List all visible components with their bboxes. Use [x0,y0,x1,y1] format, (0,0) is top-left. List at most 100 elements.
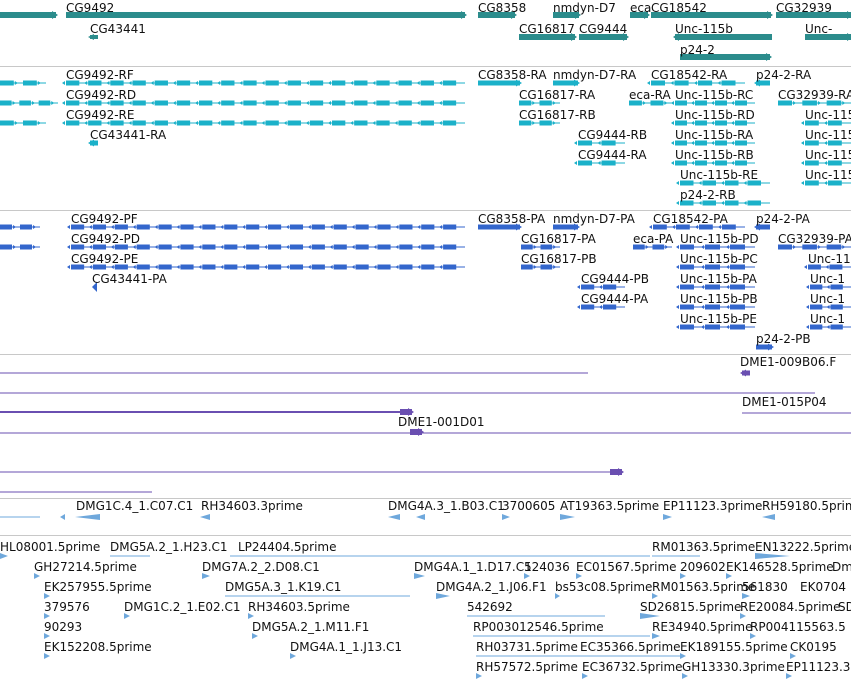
feature-label[interactable]: p24-2 [680,43,715,57]
feature-label[interactable]: CG9444-RA [578,148,647,162]
feature-glyph[interactable] [806,304,851,310]
feature-glyph[interactable] [202,573,210,579]
feature-glyph[interactable] [0,120,46,126]
feature-glyph[interactable] [754,79,770,87]
feature-glyph[interactable] [44,593,50,599]
feature-label[interactable]: CG16817-PB [521,252,597,266]
feature-label[interactable]: Unc-115b-RE [680,168,759,182]
feature-glyph[interactable] [801,120,851,126]
feature-label[interactable]: CG32939 [776,1,832,15]
feature-label[interactable]: CG16817-PA [521,232,596,246]
feature-label[interactable]: bs53c08.5prime [555,580,653,594]
feature-label[interactable]: DME1-001D01 [398,415,485,429]
feature-glyph[interactable] [750,633,756,639]
feature-label[interactable]: RH57572.5prime [476,660,578,674]
feature-label[interactable]: CG9492-RF [66,68,134,82]
feature-glyph[interactable] [579,33,629,41]
feature-glyph[interactable] [521,264,560,270]
feature-glyph[interactable] [574,160,625,166]
feature-glyph[interactable] [778,100,851,106]
feature-glyph[interactable] [726,573,732,579]
feature-glyph[interactable] [801,140,851,146]
feature-label[interactable]: RP003012546.5prime [473,620,604,634]
feature-label[interactable]: CG43441 [90,22,146,36]
feature-glyph[interactable] [560,514,575,520]
feature-label[interactable]: CG9492-PF [71,212,138,226]
feature-label[interactable]: EK152208.5prime [44,640,152,654]
feature-glyph[interactable] [776,11,851,19]
feature-glyph[interactable] [805,33,851,41]
feature-glyph[interactable] [647,80,745,86]
feature-glyph[interactable] [252,633,258,639]
feature-glyph[interactable] [248,613,254,619]
feature-label[interactable]: RP004115563.5 [750,620,846,634]
feature-label[interactable]: RE34940.5prime [652,620,753,634]
feature-label[interactable]: CG43441-PA [92,272,167,286]
feature-glyph[interactable] [200,514,210,520]
feature-label[interactable]: CG43441-RA [90,128,167,142]
feature-glyph[interactable] [416,514,425,520]
feature-glyph[interactable] [740,369,750,377]
feature-label[interactable]: CG32939-RA [778,88,851,102]
feature-label[interactable]: CG9492-PD [71,232,141,246]
feature-glyph[interactable] [671,140,755,146]
feature-glyph[interactable] [88,34,98,40]
feature-label[interactable]: HL08001.5prime [0,540,101,554]
feature-glyph[interactable] [290,653,296,659]
feature-label[interactable]: Unc-115b-PE [680,312,757,326]
feature-label[interactable]: RH34603.3prime [201,499,303,513]
feature-label[interactable]: CG9492-RD [66,88,137,102]
feature-glyph[interactable] [502,514,510,520]
feature-label[interactable]: CG8358-RA [478,68,547,82]
feature-glyph[interactable] [673,33,772,41]
feature-glyph[interactable] [762,514,775,520]
feature-glyph[interactable] [755,553,790,559]
feature-glyph[interactable] [778,244,851,250]
feature-glyph[interactable] [414,573,425,579]
feature-label[interactable]: Unc-115b-PD [680,232,759,246]
feature-glyph[interactable] [67,264,465,270]
feature-glyph[interactable] [676,180,770,186]
feature-label[interactable]: SD26815.5prime [640,600,742,614]
feature-glyph[interactable] [676,284,755,290]
feature-glyph[interactable] [651,11,773,19]
feature-glyph[interactable] [44,653,50,659]
feature-glyph[interactable] [67,224,465,230]
feature-label[interactable]: Unc-115 [805,168,851,182]
feature-label[interactable]: Unc-115 [805,148,851,162]
feature-label[interactable]: DMG4A.1_1.D17.C1 [414,560,532,574]
feature-glyph[interactable] [44,613,50,619]
feature-glyph[interactable] [633,244,672,250]
feature-glyph[interactable] [62,80,465,86]
feature-label[interactable]: EN13222.5prime [755,540,851,554]
feature-label[interactable]: 209602 [680,560,726,574]
feature-label[interactable]: EK0704 [800,580,846,594]
feature-label[interactable]: DME1-009B06.F [740,355,837,369]
feature-label[interactable]: CG9444-PA [581,292,649,306]
feature-glyph[interactable] [629,100,672,106]
feature-label[interactable]: CG18542-RA [651,68,728,82]
feature-label[interactable]: SD [838,600,851,614]
feature-glyph[interactable] [610,468,624,476]
feature-glyph[interactable] [804,264,851,270]
feature-glyph[interactable] [388,514,400,520]
feature-label[interactable]: DMG4A.1_1.J13.C1 [290,640,403,654]
feature-label[interactable]: Unc-115b [675,22,733,36]
feature-label[interactable]: p24-2-RA [756,68,812,82]
feature-glyph[interactable] [0,100,58,106]
feature-label[interactable]: EC01567.5prime [576,560,677,574]
feature-label[interactable]: 3700605 [502,499,556,513]
feature-glyph[interactable] [806,324,851,330]
feature-label[interactable]: p24-2-RB [680,188,736,202]
feature-glyph[interactable] [740,613,746,619]
feature-label[interactable]: CG32939-PA [778,232,851,246]
feature-glyph[interactable] [478,223,522,231]
feature-label[interactable]: RE20084.5prime [740,600,841,614]
feature-label[interactable]: RH34603.5prime [248,600,350,614]
feature-glyph[interactable] [754,223,770,231]
feature-label[interactable]: p24-2-PB [756,332,811,346]
feature-label[interactable]: Unc-115b-RD [675,108,755,122]
feature-glyph[interactable] [553,11,581,19]
feature-glyph[interactable] [124,613,130,619]
feature-label[interactable]: CG18542 [651,1,707,15]
